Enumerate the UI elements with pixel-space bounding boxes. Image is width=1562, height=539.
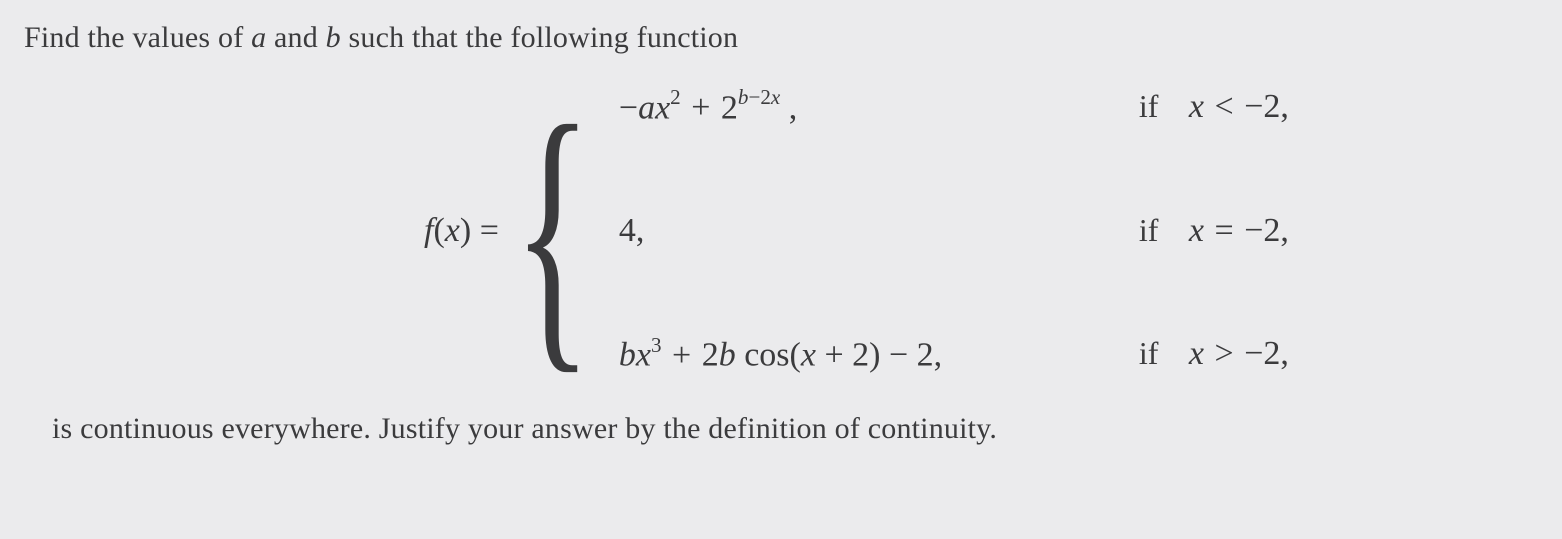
prompt-text-and: and xyxy=(266,21,325,54)
c3-plus: + xyxy=(662,337,702,374)
c2-four: 4, xyxy=(619,212,645,249)
c3-b: b xyxy=(619,337,636,374)
c3-if: if xyxy=(1139,335,1159,371)
c1-if: if xyxy=(1139,88,1159,124)
case-row-2: 4, if x = −2, xyxy=(619,212,1289,250)
c3-cube: 3 xyxy=(651,333,662,357)
c2-if: if xyxy=(1139,212,1159,248)
c3-plus2: + 2) xyxy=(816,337,889,374)
question-prompt: Find the values of a and b such that the… xyxy=(24,18,1538,59)
c2-rel: = xyxy=(1204,212,1244,249)
c3-cos: cos( xyxy=(736,337,801,374)
case-1-cond: if x < −2, xyxy=(1139,88,1289,126)
c3-cval: 2, xyxy=(1263,335,1289,372)
c1-sq: 2 xyxy=(670,85,681,109)
c1-a: a xyxy=(638,89,655,126)
c2-cx: x xyxy=(1189,212,1204,249)
case-3-cond: if x > −2, xyxy=(1139,335,1289,373)
c1-plus: + xyxy=(681,89,721,126)
c1-neg: − xyxy=(619,89,638,126)
case-1-expr: −ax2 + 2b−2x , xyxy=(619,87,1139,127)
c1-exp-minus: − xyxy=(748,85,760,109)
case-3-expr: bx3 + 2b cos(x + 2) − 2, xyxy=(619,334,1139,374)
lhs-open: ( xyxy=(433,212,444,249)
variable-a: a xyxy=(251,21,266,54)
c1-cneg: − xyxy=(1244,88,1263,125)
c2-cval: 2, xyxy=(1263,212,1289,249)
case-2-expr: 4, xyxy=(619,212,1139,250)
prompt-text-1: Find the values of xyxy=(24,21,251,54)
c1-cval: 2, xyxy=(1263,88,1289,125)
variable-b: b xyxy=(326,21,341,54)
function-lhs: f(x) = xyxy=(424,212,499,250)
c1-cx: x xyxy=(1189,88,1204,125)
c3-2b-2: 2 xyxy=(702,337,719,374)
c3-2b-b: b xyxy=(719,337,736,374)
c1-comma: , xyxy=(780,89,797,126)
c3-cx: x xyxy=(1189,335,1204,372)
case-2-cond: if x = −2, xyxy=(1139,212,1289,250)
left-brace: { xyxy=(513,81,592,381)
question-closing: is continuous everywhere. Justify your a… xyxy=(52,409,1538,450)
c1-rel: < xyxy=(1204,88,1244,125)
c1-exp-x: x xyxy=(771,85,780,109)
c1-exp-b: b xyxy=(738,85,749,109)
piecewise-function: f(x) = { −ax2 + 2b−2x , if x < −2, 4, xyxy=(424,81,1538,381)
c1-x: x xyxy=(655,89,670,126)
prompt-text-2: such that the following function xyxy=(341,21,738,54)
c1-exp-2: 2 xyxy=(760,85,771,109)
brace-wrap: { −ax2 + 2b−2x , if x < −2, 4, xyxy=(513,81,1289,381)
c1-exp: b−2x xyxy=(738,85,780,109)
lhs-x: x xyxy=(445,212,460,249)
c2-cneg: − xyxy=(1244,212,1263,249)
cases: −ax2 + 2b−2x , if x < −2, 4, if x = −2, xyxy=(619,81,1289,381)
case-row-1: −ax2 + 2b−2x , if x < −2, xyxy=(619,87,1289,127)
c3-rel: > xyxy=(1204,335,1244,372)
c3-x2: x xyxy=(801,337,816,374)
lhs-close-eq: ) = xyxy=(460,212,499,249)
c3-x: x xyxy=(636,337,651,374)
case-row-3: bx3 + 2b cos(x + 2) − 2, if x > −2, xyxy=(619,334,1289,374)
c3-minus2: − 2, xyxy=(889,337,942,374)
c3-cneg: − xyxy=(1244,335,1263,372)
question-container: Find the values of a and b such that the… xyxy=(0,0,1562,473)
c1-base2: 2 xyxy=(721,89,738,126)
